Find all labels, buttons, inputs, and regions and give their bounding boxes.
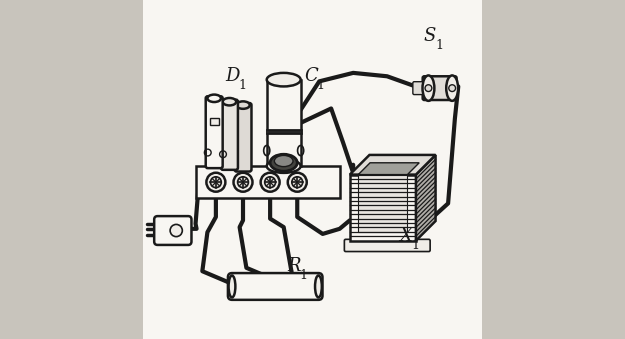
FancyBboxPatch shape xyxy=(344,239,430,252)
Circle shape xyxy=(288,173,307,192)
Text: C: C xyxy=(304,67,318,85)
Text: 1: 1 xyxy=(316,79,324,92)
Polygon shape xyxy=(350,155,436,175)
FancyBboxPatch shape xyxy=(234,103,251,172)
Ellipse shape xyxy=(236,101,250,109)
Polygon shape xyxy=(358,163,419,175)
Circle shape xyxy=(425,85,432,92)
Polygon shape xyxy=(350,175,416,241)
Circle shape xyxy=(265,177,276,188)
FancyBboxPatch shape xyxy=(206,96,222,168)
Text: 1: 1 xyxy=(238,79,246,92)
FancyBboxPatch shape xyxy=(221,100,238,170)
Ellipse shape xyxy=(208,95,221,102)
Circle shape xyxy=(211,177,221,188)
Text: 1: 1 xyxy=(299,269,308,282)
Bar xyxy=(196,166,339,198)
FancyBboxPatch shape xyxy=(154,216,191,245)
Circle shape xyxy=(449,85,456,92)
Bar xyxy=(210,118,219,125)
Circle shape xyxy=(234,173,253,192)
Circle shape xyxy=(206,173,226,192)
Ellipse shape xyxy=(267,159,301,173)
Bar xyxy=(267,80,301,166)
Bar xyxy=(358,175,408,232)
Ellipse shape xyxy=(270,154,298,171)
Text: 1: 1 xyxy=(435,39,443,52)
Text: 1: 1 xyxy=(411,239,419,252)
Ellipse shape xyxy=(422,76,434,101)
Text: D: D xyxy=(226,67,240,85)
Ellipse shape xyxy=(446,76,458,101)
Ellipse shape xyxy=(222,98,236,105)
Text: S: S xyxy=(423,26,436,45)
Ellipse shape xyxy=(274,155,293,167)
FancyBboxPatch shape xyxy=(422,76,457,100)
FancyBboxPatch shape xyxy=(228,273,322,300)
Circle shape xyxy=(261,173,279,192)
Circle shape xyxy=(170,224,182,237)
Ellipse shape xyxy=(267,73,301,86)
Ellipse shape xyxy=(229,275,236,298)
Ellipse shape xyxy=(315,275,322,298)
Circle shape xyxy=(292,177,302,188)
FancyBboxPatch shape xyxy=(413,82,426,95)
Bar xyxy=(267,130,301,133)
Circle shape xyxy=(238,177,248,188)
Text: X: X xyxy=(399,226,412,245)
Polygon shape xyxy=(416,155,436,241)
Text: R: R xyxy=(287,257,301,275)
